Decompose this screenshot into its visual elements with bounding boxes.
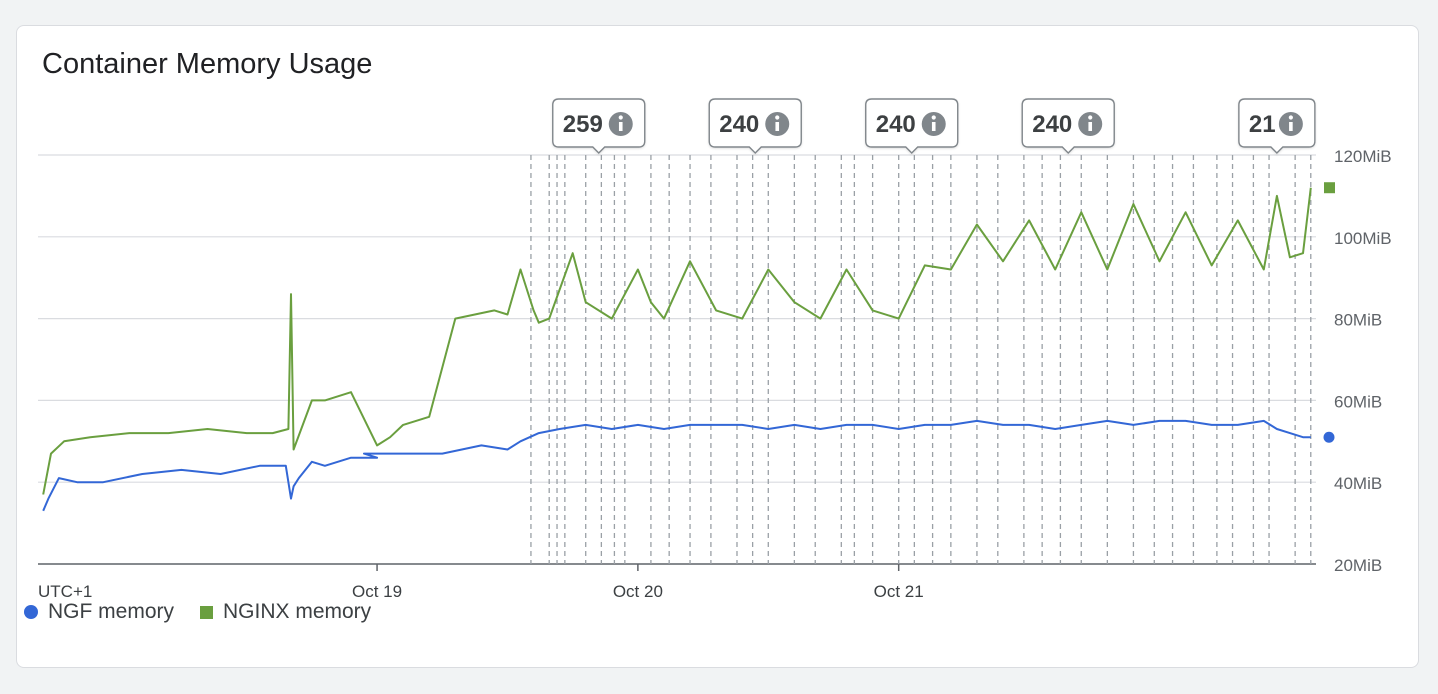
legend-item-ngf[interactable]: NGF memory: [24, 600, 174, 624]
legend-label-ngf: NGF memory: [48, 600, 174, 623]
annotation-callout[interactable]: 21: [1238, 98, 1316, 154]
x-tick-label: Oct 19: [352, 582, 402, 601]
y-tick-label: 60MiB: [1334, 392, 1382, 411]
y-tick-label: 80MiB: [1334, 311, 1382, 330]
chart-title: Container Memory Usage: [42, 48, 373, 80]
ngf-last-value-marker: [1323, 431, 1335, 443]
annotation-count: 240: [876, 111, 916, 138]
annotation-callout[interactable]: 240: [708, 98, 802, 154]
nginx-memory-line: [42, 187, 1312, 495]
annotation-count: 240: [719, 111, 759, 138]
legend-label-nginx: NGINX memory: [223, 600, 372, 623]
ngf-legend-marker: [24, 605, 38, 619]
legend-item-nginx[interactable]: NGINX memory: [200, 600, 371, 624]
nginx-legend-marker: [200, 605, 213, 619]
y-tick-label: 20MiB: [1334, 556, 1382, 575]
nginx-last-value-marker: [1324, 182, 1335, 194]
ngf-memory-line: [42, 419, 1311, 512]
annotation-count: 21: [1249, 111, 1276, 138]
annotation-box: [1238, 98, 1316, 154]
y-tick-label: 120MiB: [1334, 147, 1392, 166]
annotation-count: 259: [563, 111, 603, 138]
y-tick-label: 100MiB: [1334, 229, 1392, 248]
x-tick-label: Oct 20: [613, 582, 663, 601]
annotation-callout[interactable]: 259: [552, 98, 646, 154]
annotation-callout[interactable]: 240: [1021, 98, 1115, 154]
chart-legend: NGF memory NGINX memory: [24, 600, 371, 624]
timezone-label: UTC+1: [38, 582, 92, 601]
y-tick-label: 40MiB: [1334, 474, 1382, 493]
x-tick-label: Oct 21: [874, 582, 924, 601]
annotation-count: 240: [1032, 111, 1072, 138]
annotation-callout[interactable]: 240: [865, 98, 959, 154]
